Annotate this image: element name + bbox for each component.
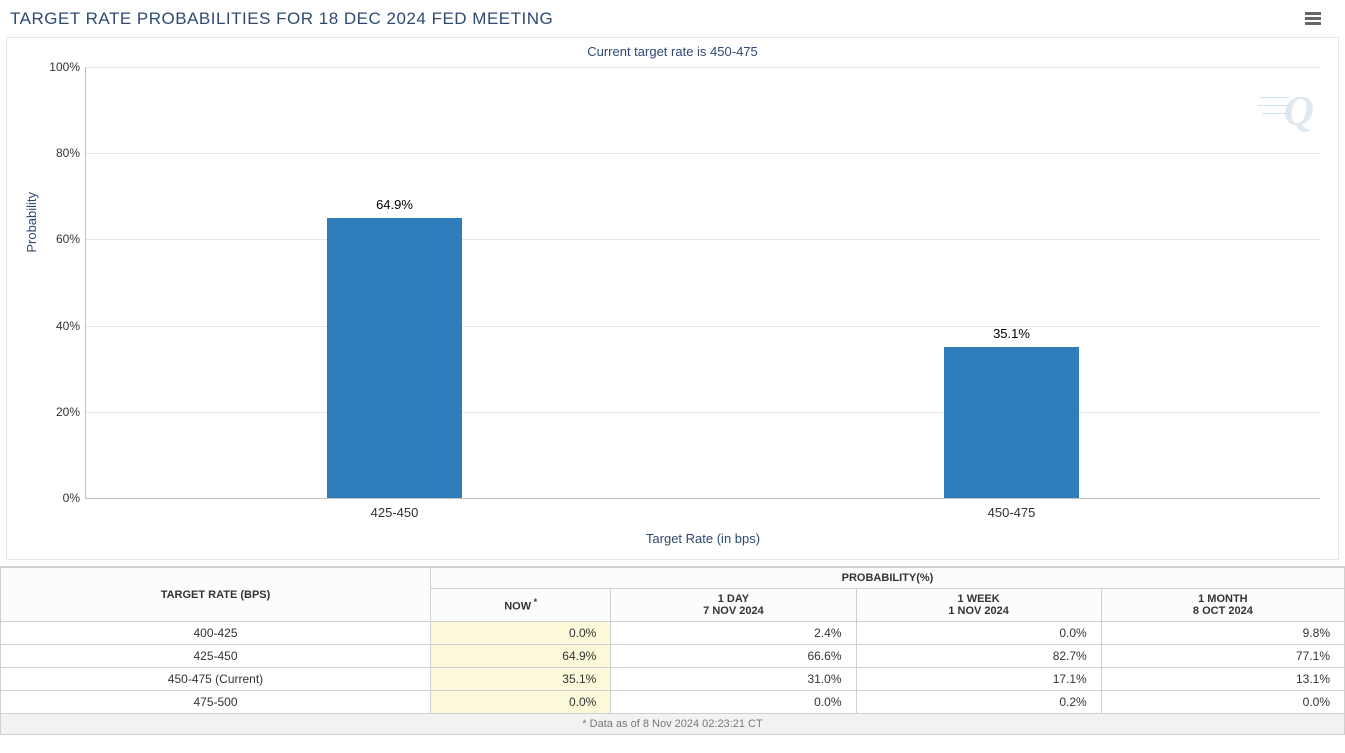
col-subheader: 1 DAY7 NOV 2024 — [611, 589, 856, 622]
gridline — [86, 153, 1320, 154]
value-cell: 77.1% — [1101, 645, 1344, 668]
value-cell: 31.0% — [611, 668, 856, 691]
rate-cell: 425-450 — [1, 645, 431, 668]
y-tick-label: 0% — [36, 491, 80, 505]
rate-cell: 450-475 (Current) — [1, 668, 431, 691]
gridline — [86, 326, 1320, 327]
value-cell: 0.0% — [611, 691, 856, 714]
value-cell: 2.4% — [611, 622, 856, 645]
gridline — [86, 67, 1320, 68]
page-title: TARGET RATE PROBABILITIES FOR 18 DEC 202… — [10, 9, 553, 29]
table-row: 400-4250.0%2.4%0.0%9.8% — [1, 622, 1345, 645]
table-row: 450-475 (Current)35.1%31.0%17.1%13.1% — [1, 668, 1345, 691]
value-cell: 0.0% — [1101, 691, 1344, 714]
value-cell: 64.9% — [431, 645, 611, 668]
bar-value-label: 64.9% — [376, 197, 413, 212]
value-cell: 0.2% — [856, 691, 1101, 714]
watermark-q-icon: Q — [1284, 91, 1314, 133]
y-tick-label: 60% — [36, 232, 80, 246]
bar[interactable] — [327, 218, 463, 498]
chart-subtitle: Current target rate is 450-475 — [7, 44, 1338, 59]
x-axis-label: Target Rate (in bps) — [646, 531, 760, 546]
bar[interactable] — [944, 347, 1080, 498]
y-tick-label: 40% — [36, 319, 80, 333]
gridline — [86, 239, 1320, 240]
value-cell: 66.6% — [611, 645, 856, 668]
col-subheader: NOW * — [431, 589, 611, 622]
table-row: 475-5000.0%0.0%0.2%0.0% — [1, 691, 1345, 714]
y-tick-label: 80% — [36, 146, 80, 160]
col-header-probability: PROBABILITY(%) — [431, 568, 1345, 589]
y-tick-label: 20% — [36, 405, 80, 419]
col-subheader: 1 MONTH8 OCT 2024 — [1101, 589, 1344, 622]
probability-table-wrap: TARGET RATE (BPS)PROBABILITY(%)NOW *1 DA… — [0, 566, 1345, 735]
plot-area: Probability Target Rate (in bps) Q 0%20%… — [85, 67, 1320, 499]
value-cell: 13.1% — [1101, 668, 1344, 691]
value-cell: 0.0% — [431, 622, 611, 645]
probability-table: TARGET RATE (BPS)PROBABILITY(%)NOW *1 DA… — [0, 567, 1345, 714]
value-cell: 0.0% — [856, 622, 1101, 645]
rate-cell: 400-425 — [1, 622, 431, 645]
data-as-of-footnote: * Data as of 8 Nov 2024 02:23:21 CT — [0, 714, 1345, 735]
y-tick-label: 100% — [36, 60, 80, 74]
x-tick-label: 450-475 — [988, 505, 1036, 520]
gridline — [86, 412, 1320, 413]
value-cell: 82.7% — [856, 645, 1101, 668]
col-subheader: 1 WEEK1 NOV 2024 — [856, 589, 1101, 622]
chart-container: Current target rate is 450-475 Probabili… — [6, 37, 1339, 560]
rate-cell: 475-500 — [1, 691, 431, 714]
value-cell: 0.0% — [431, 691, 611, 714]
value-cell: 35.1% — [431, 668, 611, 691]
value-cell: 9.8% — [1101, 622, 1344, 645]
bar-value-label: 35.1% — [993, 326, 1030, 341]
col-header-target-rate: TARGET RATE (BPS) — [1, 568, 431, 622]
x-tick-label: 425-450 — [371, 505, 419, 520]
hamburger-menu-icon[interactable] — [1301, 6, 1325, 31]
value-cell: 17.1% — [856, 668, 1101, 691]
table-row: 425-45064.9%66.6%82.7%77.1% — [1, 645, 1345, 668]
